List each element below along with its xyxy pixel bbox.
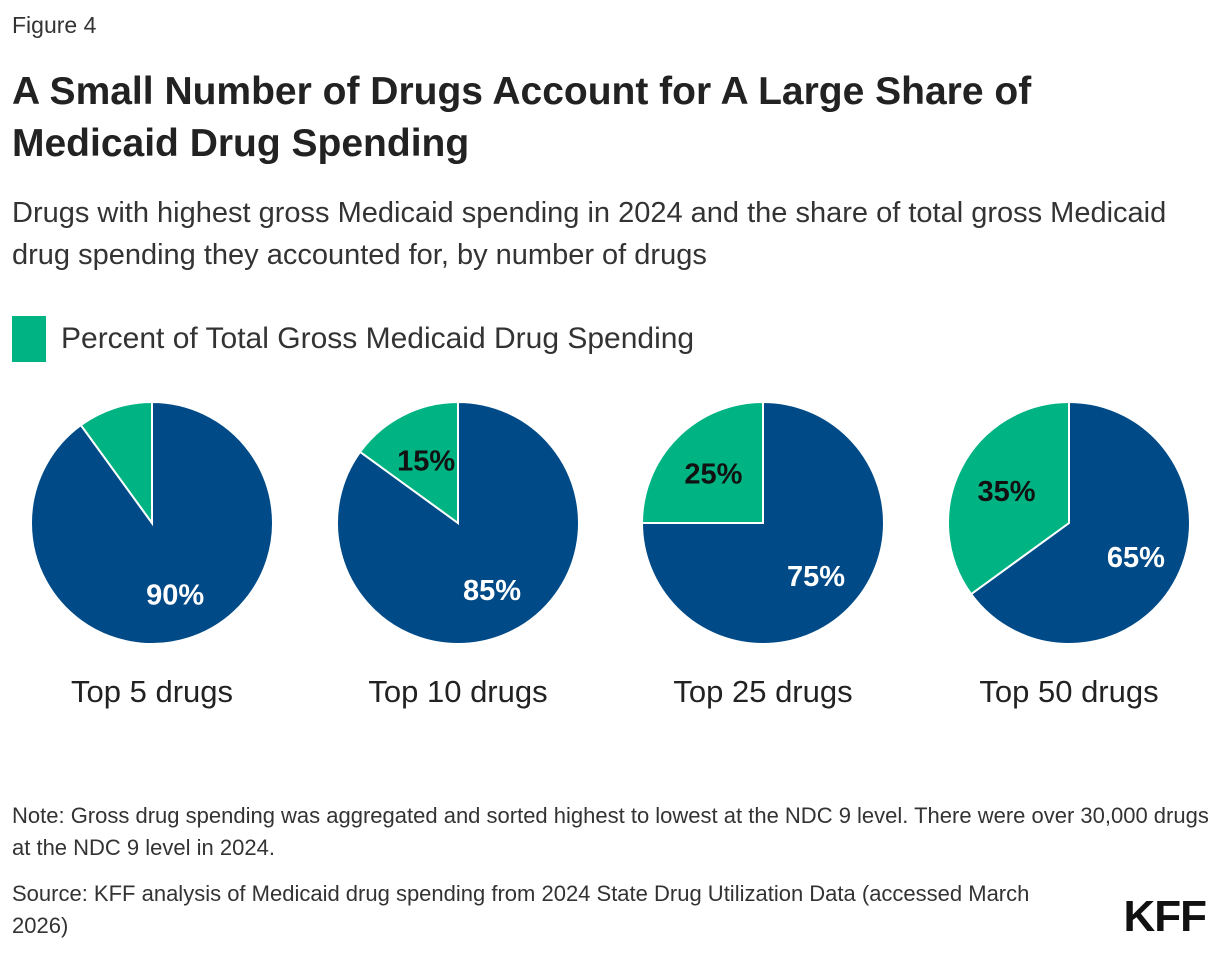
pie-charts: 90% Top 5 drugs 85% 15% Top 10 drugs 75% 25% To…: [30, 400, 1191, 709]
pie-top-5-drugs: 90% Top 5 drugs: [30, 400, 274, 709]
category-label-top-10-drugs: Top 10 drugs: [368, 674, 547, 709]
data-label-rest-top-10-drugs: 85%: [463, 575, 521, 607]
legend: Percent of Total Gross Medicaid Drug Spe…: [12, 316, 694, 362]
data-label-share-top-10-drugs: 15%: [397, 445, 455, 477]
category-label-top-5-drugs: Top 5 drugs: [71, 674, 233, 709]
pie-slice-share-top-5-drugs: [79, 400, 153, 527]
chart-subtitle: Drugs with highest gross Medicaid spendi…: [12, 197, 1167, 271]
figure-label: Figure 4: [12, 12, 97, 38]
chart-note: Note: Gross drug spending was aggregated…: [12, 803, 1209, 860]
pie-top-10-drugs: 85% 15% Top 10 drugs: [336, 400, 580, 709]
kff-logo: KFF: [1123, 892, 1207, 941]
legend-swatch: [12, 316, 46, 362]
category-label-top-50-drugs: Top 50 drugs: [979, 674, 1158, 709]
legend-label: Percent of Total Gross Medicaid Drug Spe…: [61, 322, 695, 355]
pie-slice-rest-top-50-drugs: [969, 400, 1191, 645]
pie-slice-share-top-10-drugs: [358, 400, 459, 525]
category-label-top-25-drugs: Top 25 drugs: [673, 674, 852, 709]
data-label-rest-top-25-drugs: 75%: [787, 561, 845, 593]
data-label-share-top-50-drugs: 35%: [977, 476, 1035, 508]
pie-slice-share-top-50-drugs: [947, 400, 1070, 596]
pie-slice-share-top-25-drugs: [640, 400, 764, 524]
chart-title: A Small Number of Drugs Account for A La…: [12, 70, 1032, 165]
data-label-rest-top-5-drugs: 90%: [146, 579, 204, 611]
chart-source: Source: KFF analysis of Medicaid drug sp…: [12, 881, 1030, 938]
pie-top-25-drugs: 75% 25% Top 25 drugs: [640, 400, 885, 709]
data-label-rest-top-50-drugs: 65%: [1107, 542, 1165, 574]
pie-top-50-drugs: 65% 35% Top 50 drugs: [947, 400, 1191, 709]
data-label-share-top-25-drugs: 25%: [684, 458, 742, 490]
